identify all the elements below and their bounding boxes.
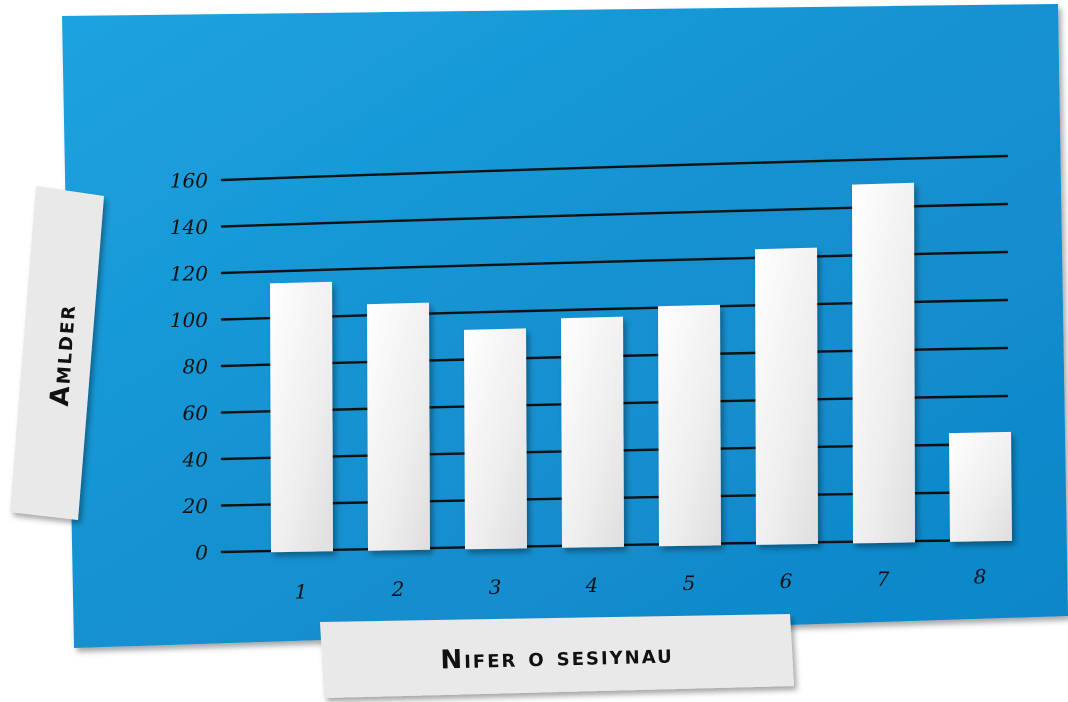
bar-6 <box>755 247 818 545</box>
y-tick-label: 140 <box>170 215 208 239</box>
y-tick-label: 80 <box>183 355 209 379</box>
y-axis-label-card <box>10 186 104 520</box>
y-tick-labels: 0 20 40 60 80 100 120 140 160 <box>170 169 208 565</box>
x-tick-label: 6 <box>780 569 793 593</box>
x-tick-label: 4 <box>585 573 599 597</box>
gridline-160 <box>220 154 1009 182</box>
x-tick-label: 3 <box>489 575 502 599</box>
y-axis-label: Amlder <box>45 303 82 407</box>
y-tick-label: 0 <box>195 541 208 565</box>
y-tick-label: 160 <box>170 169 208 193</box>
bar-8 <box>949 431 1012 542</box>
x-tick-label: 8 <box>974 565 987 589</box>
x-tick-label: 2 <box>391 577 405 601</box>
bar-1 <box>270 281 333 553</box>
x-axis-label: Nifer o sesiynau <box>440 639 674 675</box>
bar-2 <box>367 302 430 551</box>
x-tick-label: 5 <box>683 571 696 595</box>
x-tick-label: 1 <box>295 579 308 603</box>
y-tick-label: 40 <box>182 448 209 472</box>
y-tick-label: 60 <box>183 401 209 425</box>
x-tick-labels: 1 2 3 4 5 6 7 8 <box>295 565 987 604</box>
y-tick-label: 120 <box>170 262 208 286</box>
y-tick-label: 100 <box>170 308 208 332</box>
bar-4 <box>561 316 624 548</box>
bar-5 <box>658 304 721 547</box>
bars <box>270 182 1012 553</box>
bar-7 <box>852 182 915 544</box>
x-tick-label: 7 <box>877 567 890 591</box>
y-tick-label: 20 <box>182 494 209 518</box>
bar-3 <box>464 328 527 550</box>
x-axis-label-card <box>320 614 794 698</box>
